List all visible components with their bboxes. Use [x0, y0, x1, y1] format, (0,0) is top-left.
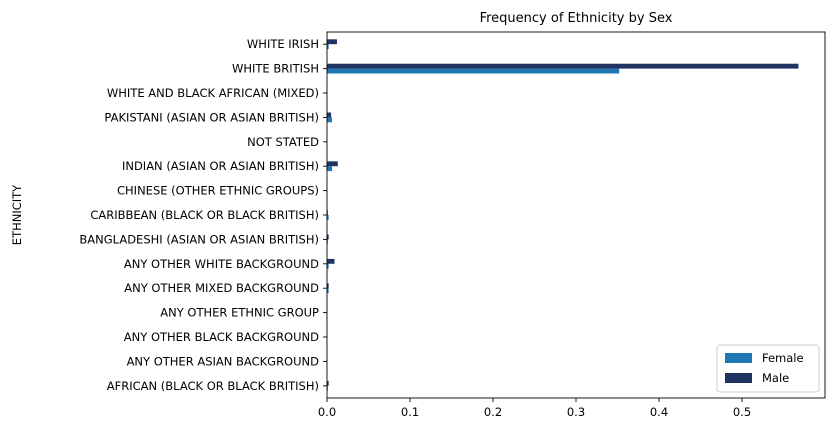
x-axis: 0.0 0.1 0.2 0.3 0.4 0.5: [318, 398, 751, 419]
legend-swatch-male: [725, 373, 752, 383]
bar-female: [327, 166, 332, 172]
x-tick-label: 0.4: [650, 405, 668, 419]
plot-frame: [326, 31, 826, 399]
bar-male: [327, 258, 335, 264]
chart-title: Frequency of Ethnicity by Sex: [480, 11, 673, 26]
bar-male: [327, 234, 329, 240]
legend-label-male: Male: [762, 371, 789, 385]
x-tick-label: 0.1: [401, 405, 419, 419]
y-axis: AFRICAN (BLACK OR BLACK BRITISH) ANY OTHE…: [79, 37, 327, 393]
bar-male: [327, 283, 329, 289]
x-tick-label: 0.0: [318, 405, 336, 419]
x-tick-label: 0.2: [484, 405, 502, 419]
bar-female: [327, 117, 332, 123]
bar-female: [327, 263, 329, 269]
y-tick-label: PAKISTANI (ASIAN OR ASIAN BRITISH): [104, 110, 319, 124]
y-tick-label: AFRICAN (BLACK OR BLACK BRITISH): [107, 379, 319, 393]
y-tick-label: ANY OTHER ASIAN BACKGROUND: [127, 354, 320, 368]
y-tick-label: ANY OTHER WHITE BACKGROUND: [124, 257, 319, 271]
y-tick-label: INDIAN (ASIAN OR ASIAN BRITISH): [122, 159, 319, 173]
bar-male: [327, 380, 329, 386]
y-tick-label: CARIBBEAN (BLACK OR BLACK BRITISH): [90, 208, 319, 222]
legend: Female Male: [716, 344, 820, 393]
y-tick-label: CHINESE (OTHER ETHNIC GROUPS): [117, 184, 319, 198]
y-tick-label: BANGLADESHI (ASIAN OR ASIAN BRITISH): [79, 232, 319, 246]
legend-label-female: Female: [762, 351, 804, 365]
y-tick-label: WHITE IRISH: [247, 37, 319, 51]
bar-male: [327, 39, 337, 45]
bar-female: [327, 44, 329, 50]
y-tick-label: ANY OTHER ETHNIC GROUP: [160, 306, 319, 320]
legend-swatch-female: [725, 353, 752, 363]
bar-male: [327, 161, 338, 167]
bar-male: [327, 112, 332, 118]
bar-female: [327, 288, 329, 294]
y-tick-label: ANY OTHER MIXED BACKGROUND: [124, 281, 319, 295]
y-tick-label: WHITE AND BLACK AFRICAN (MIXED): [107, 86, 319, 100]
y-tick-label: ANY OTHER BLACK BACKGROUND: [124, 330, 319, 344]
y-tick-label: NOT STATED: [247, 135, 319, 149]
x-tick-label: 0.5: [733, 405, 751, 419]
bar-female: [327, 68, 620, 74]
y-axis-label: ETHNICITY: [10, 184, 24, 245]
bar-female: [327, 215, 329, 220]
x-tick-label: 0.3: [567, 405, 585, 419]
y-tick-label: WHITE BRITISH: [232, 62, 319, 76]
bar-male: [327, 63, 799, 69]
plot-area: [327, 39, 799, 391]
